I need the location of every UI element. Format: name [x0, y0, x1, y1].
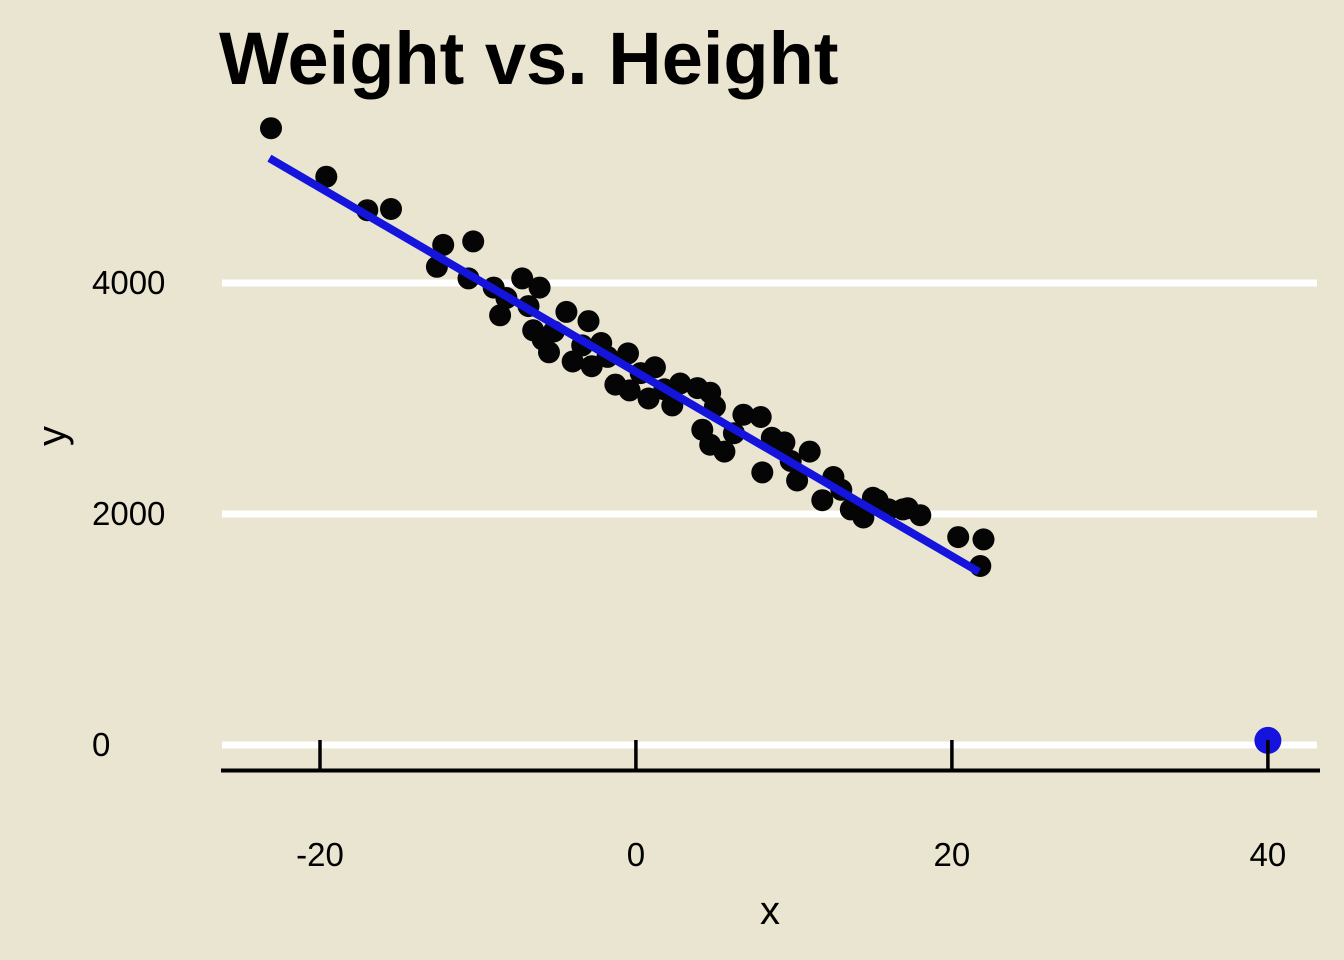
- x-tick-label: -20: [296, 836, 344, 873]
- scatter-point: [713, 440, 736, 463]
- scatter-point: [972, 528, 995, 551]
- y-axis-label: y: [30, 426, 74, 446]
- chart-title: Weight vs. Height: [219, 17, 839, 100]
- regression-line: [267, 154, 981, 576]
- x-tick-label: 0: [627, 836, 645, 873]
- scatter-point: [786, 469, 809, 492]
- scatter-point: [462, 230, 485, 253]
- scatter-point: [260, 117, 282, 140]
- x-tick-label: 20: [934, 836, 971, 873]
- scatter-point: [909, 504, 932, 527]
- scatter-point: [528, 276, 551, 299]
- scatter-point: [669, 372, 692, 395]
- y-tick-label: 0: [92, 726, 110, 763]
- x-tick-label: 40: [1250, 836, 1287, 873]
- scatter-point: [947, 526, 970, 549]
- scatter-point: [538, 341, 560, 364]
- scatter-point: [555, 300, 578, 323]
- scatter-point: [561, 350, 584, 373]
- scatter-point: [643, 356, 666, 379]
- scatter-point: [577, 310, 600, 333]
- scatter-point: [749, 406, 772, 428]
- scatter-point: [798, 440, 821, 463]
- scatter-point: [432, 233, 455, 256]
- scatter-point: [618, 379, 641, 402]
- scatter-point: [732, 403, 755, 426]
- scatter-point: [380, 198, 402, 220]
- x-axis-label: x: [760, 889, 780, 933]
- scatter-point: [511, 267, 534, 290]
- scatter-point: [315, 165, 338, 188]
- y-tick-label: 2000: [92, 495, 165, 532]
- scatter-point: [751, 461, 774, 484]
- scatter-point: [617, 342, 639, 365]
- scatter-point: [773, 431, 796, 454]
- y-tick-label: 4000: [92, 264, 165, 301]
- scatter-point: [811, 489, 834, 512]
- scatter-point: [489, 304, 512, 327]
